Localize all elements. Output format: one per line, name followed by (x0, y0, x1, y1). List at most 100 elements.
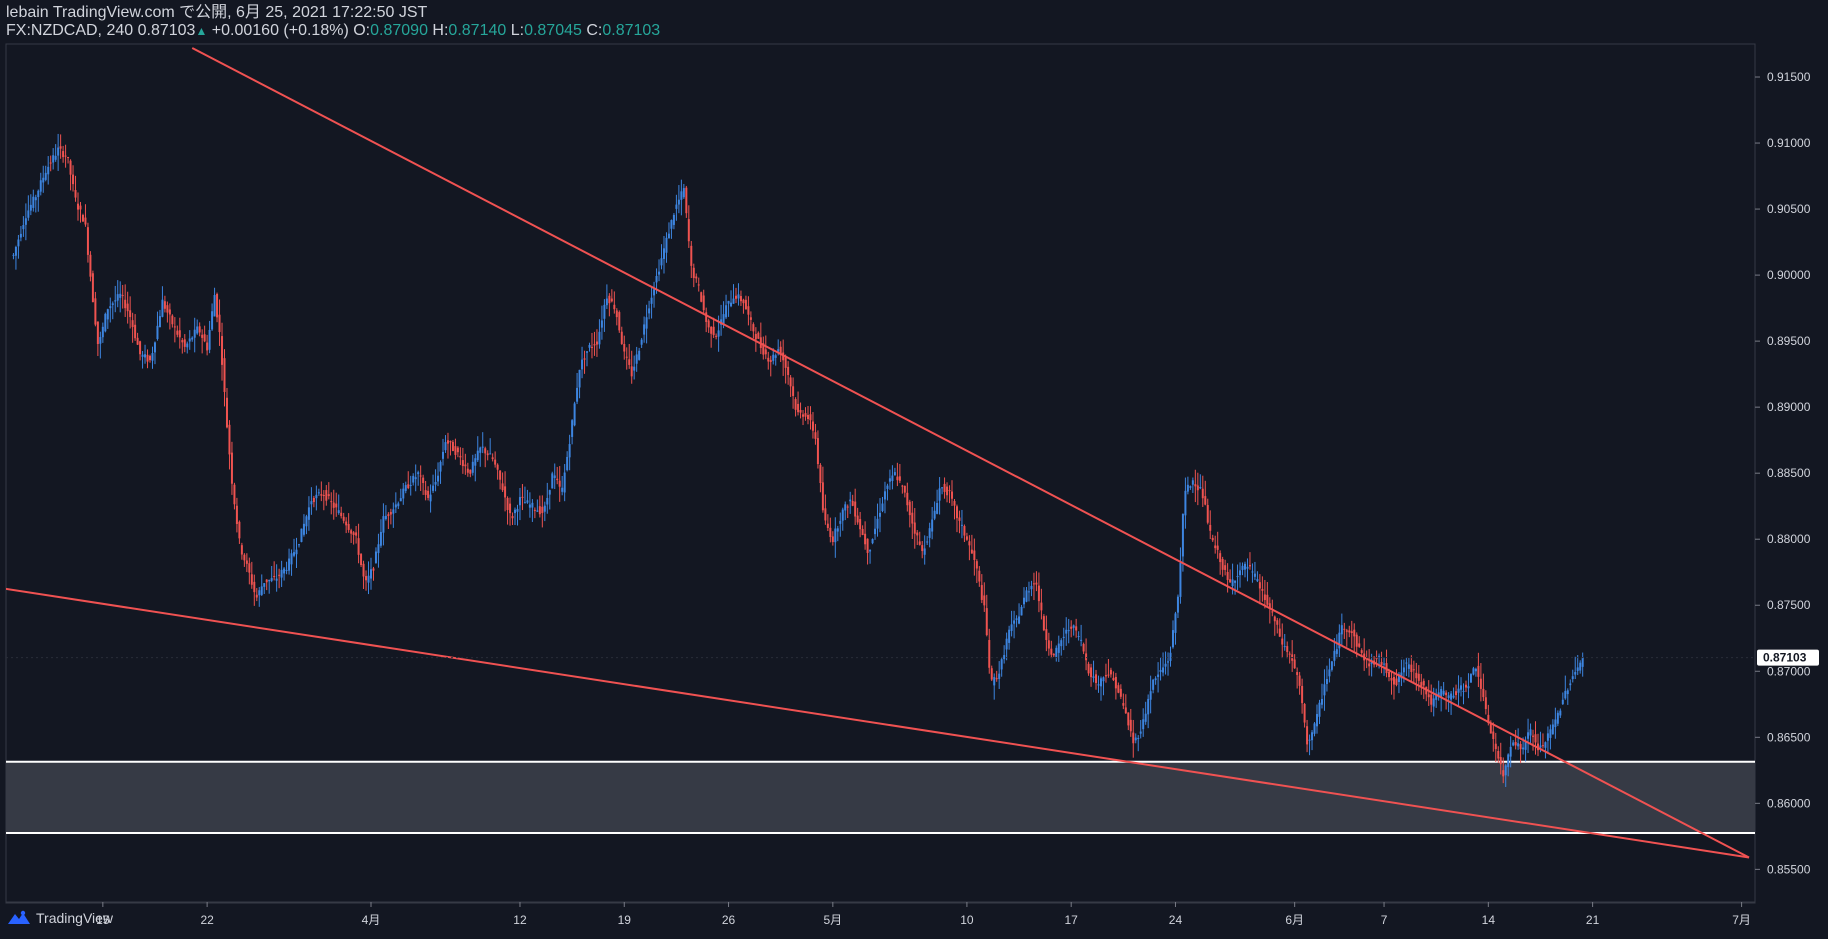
candle-body (263, 583, 266, 587)
candle-body (933, 510, 936, 519)
candle-body (660, 258, 663, 266)
candle-body (561, 487, 564, 492)
candle-body (1335, 649, 1338, 654)
candle-body (936, 502, 939, 514)
candle-body (434, 481, 437, 485)
candle-body (990, 668, 993, 680)
candle-body (1477, 665, 1480, 677)
y-tick-label: 0.91500 (1767, 70, 1811, 84)
candle-body (526, 500, 529, 503)
candle-body (32, 196, 35, 208)
candle-body (1067, 630, 1070, 632)
candle-body (1204, 496, 1207, 505)
candle-body (782, 352, 785, 361)
candle-body (1077, 636, 1080, 638)
candle-body (1139, 731, 1142, 734)
candle-body (240, 545, 243, 555)
candle-body (1522, 747, 1525, 750)
candle-body (1157, 674, 1160, 678)
open-value: 0.87090 (370, 22, 428, 39)
candle-body (739, 296, 742, 302)
candle-body (1487, 714, 1490, 724)
candle-body (365, 576, 368, 581)
candle-body (22, 224, 25, 230)
candle-body (484, 448, 487, 454)
candle-body (566, 456, 569, 471)
candle-body (1440, 689, 1443, 698)
candle-body (583, 358, 586, 360)
candle-body (1032, 583, 1035, 585)
candle-body (1524, 740, 1527, 750)
candle-body (690, 245, 693, 266)
tradingview-logo-icon (8, 910, 30, 924)
candle-body (1303, 703, 1306, 723)
candle-body (369, 569, 372, 579)
candle-body (1435, 694, 1438, 700)
candle-body (1445, 692, 1448, 696)
last-price-value: 0.87103 (137, 22, 196, 39)
candle-body (839, 520, 842, 524)
candle-body (126, 303, 129, 312)
candle-body (1397, 674, 1400, 683)
candle-body (1057, 643, 1060, 653)
candle-body (1127, 712, 1130, 726)
candle-body (397, 503, 400, 507)
candle-body (223, 358, 226, 392)
candle-body (1174, 613, 1177, 633)
candle-body (998, 673, 1001, 679)
candle-body (330, 501, 333, 503)
candle-body (700, 292, 703, 302)
candle-body (1467, 686, 1470, 689)
candle-body (916, 532, 919, 536)
candle-body (546, 497, 549, 505)
candle-body (841, 509, 844, 521)
candle-body (424, 490, 427, 495)
candle-body (958, 517, 961, 521)
candle-body (432, 485, 435, 491)
candle-body (640, 339, 643, 345)
candle-body (1065, 629, 1068, 634)
candle-body (789, 377, 792, 387)
candle-body (1541, 745, 1544, 747)
candle-body (1015, 618, 1018, 620)
candle-body (1519, 744, 1522, 750)
candle-body (658, 271, 661, 275)
candle-body (1224, 565, 1227, 570)
footer-brand[interactable]: TradingView (6, 910, 113, 926)
candle-body (1574, 672, 1577, 675)
candle-body (260, 586, 263, 595)
candle-body (57, 147, 60, 156)
candle-body (158, 316, 161, 328)
candle-body (777, 349, 780, 352)
candle-body (1402, 667, 1405, 673)
candle-body (1306, 726, 1309, 745)
candle-body (307, 507, 310, 520)
candle-body (293, 552, 296, 556)
y-tick-label: 0.89000 (1767, 400, 1811, 414)
candle-body (1167, 661, 1170, 663)
candle-body (1388, 671, 1391, 678)
candle-body (675, 204, 678, 209)
candle-body (1273, 616, 1276, 622)
candle-body (419, 475, 422, 477)
candle-body (288, 558, 291, 571)
candle-body (590, 346, 593, 348)
candle-body (285, 569, 288, 571)
candle-body (253, 581, 256, 593)
candle-body (943, 483, 946, 492)
candle-body (1412, 669, 1415, 671)
candle-body (1410, 664, 1413, 673)
candle-body (394, 504, 397, 508)
candle-body (630, 366, 633, 377)
candle-body (742, 299, 745, 304)
candle-body (662, 248, 665, 259)
candle-body (1400, 672, 1403, 679)
candle-body (727, 300, 730, 304)
candle-body (119, 293, 122, 298)
candle-body (221, 336, 224, 365)
candle-body (322, 494, 325, 496)
candle-body (960, 524, 963, 526)
x-tick-label: 19 (618, 913, 632, 927)
y-tick-label: 0.89500 (1767, 334, 1811, 348)
